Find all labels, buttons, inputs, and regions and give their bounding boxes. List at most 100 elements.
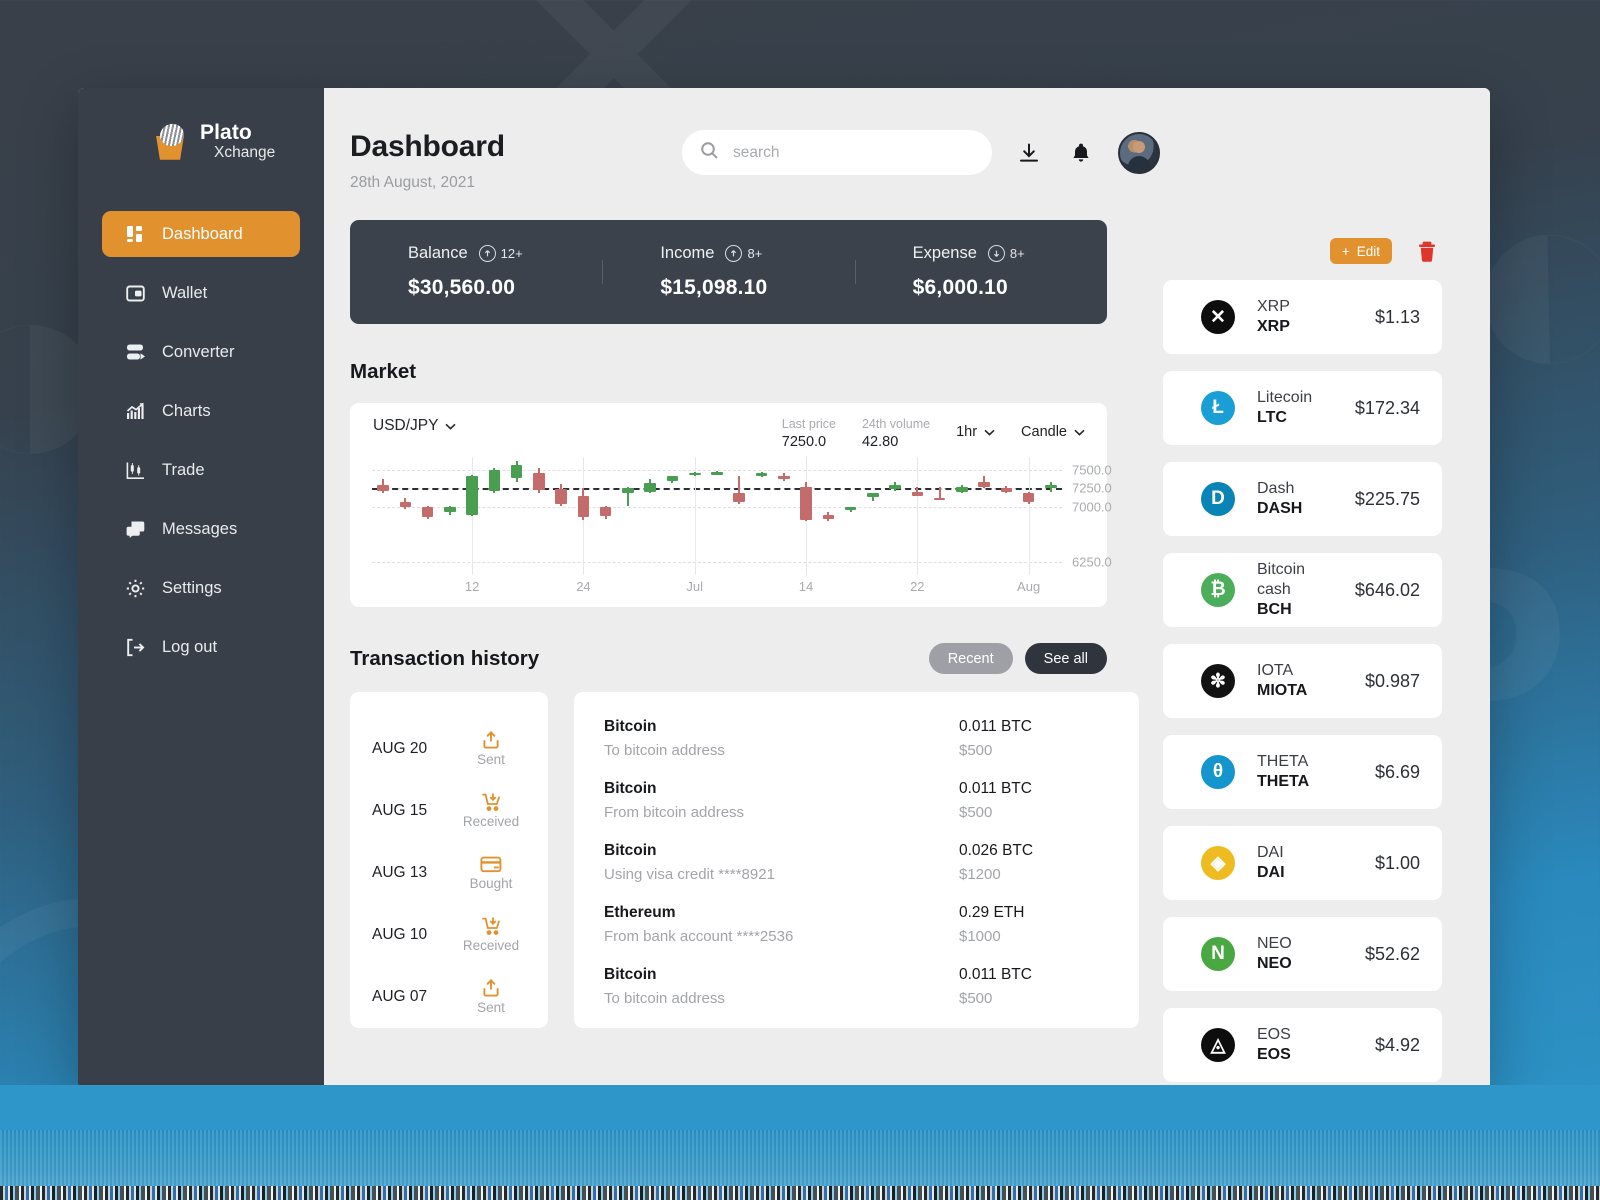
sidebar-item-messages[interactable]: Messages bbox=[102, 506, 300, 552]
watchlist-item[interactable]: ✕ XRP XRP $1.13 bbox=[1163, 280, 1442, 354]
trash-icon[interactable] bbox=[1412, 236, 1442, 266]
currency-pair-selector[interactable]: USD/JPY bbox=[373, 417, 457, 435]
transaction-date-row[interactable]: AUG 20 Sent bbox=[372, 718, 526, 780]
x-axis-tick: 14 bbox=[798, 579, 814, 594]
transaction-amount: 0.011 BTC bbox=[959, 780, 1032, 797]
upload-icon bbox=[456, 977, 526, 999]
brand-name: Plato bbox=[200, 121, 252, 144]
sidebar-item-label: Wallet bbox=[162, 283, 208, 302]
coin-name: NEO bbox=[1257, 935, 1292, 952]
sidebar-item-dashboard[interactable]: Dashboard bbox=[102, 211, 300, 258]
candlestick bbox=[421, 461, 434, 569]
transaction-usd-value: $500 bbox=[959, 742, 993, 759]
transaction-date-row[interactable]: AUG 15 Received bbox=[372, 780, 526, 842]
page-header: Dashboard 28th August, 2021 bbox=[350, 130, 1139, 192]
dash-icon: D bbox=[1201, 482, 1235, 516]
search-icon bbox=[700, 141, 719, 165]
coin-price: $646.02 bbox=[1354, 579, 1420, 600]
sidebar-item-converter[interactable]: Converter bbox=[102, 329, 300, 375]
transaction-description: From bank account ****2536 bbox=[604, 928, 794, 945]
interval-selector[interactable]: 1hr bbox=[956, 417, 995, 440]
transaction-row[interactable]: Bitcoin Using visa credit ****8921 0.026 B… bbox=[604, 842, 1109, 904]
transaction-date-row[interactable]: AUG 10 Received bbox=[372, 904, 526, 966]
bell-icon[interactable] bbox=[1066, 138, 1096, 168]
watchlist-items: ✕ XRP XRP $1.13 Ł Litecoin LTC $172.34 D Dash DASH… bbox=[1163, 280, 1442, 1082]
y-axis-tick: 7500.0 bbox=[1072, 462, 1112, 478]
transaction-history-header: Transaction history Recent See all bbox=[350, 643, 1107, 674]
sidebar-item-label: Dashboard bbox=[162, 224, 243, 243]
sidebar-item-charts[interactable]: Charts bbox=[102, 388, 300, 434]
search-input[interactable] bbox=[733, 143, 974, 162]
app-window: Plato Xchange Dashboard Wallet bbox=[78, 88, 1490, 1089]
candlestick bbox=[510, 461, 523, 569]
watchlist-item[interactable]: ◬ EOS EOS $4.92 bbox=[1163, 1008, 1442, 1082]
cart-down-icon bbox=[456, 791, 526, 813]
sidebar-item-wallet[interactable]: Wallet bbox=[102, 270, 300, 316]
watchlist-item[interactable]: ◈ DAI DAI $1.00 bbox=[1163, 826, 1442, 900]
watchlist-item[interactable]: ₿ Bitcoin cash BCH $646.02 bbox=[1163, 553, 1442, 627]
download-icon[interactable] bbox=[1014, 138, 1044, 168]
chart-type-label: Candle bbox=[1021, 424, 1067, 440]
cart-down-icon bbox=[456, 915, 526, 937]
transaction-row[interactable]: Bitcoin To bitcoin address 0.011 BTC $500 bbox=[604, 718, 1109, 780]
x-axis-tick: 24 bbox=[576, 579, 591, 594]
stat-income: Income 8+ $15,098.10 bbox=[602, 244, 854, 300]
currency-pair-label: USD/JPY bbox=[373, 417, 439, 434]
sidebar-item-logout[interactable]: Log out bbox=[102, 624, 300, 670]
search-box[interactable] bbox=[682, 130, 992, 175]
gear-icon bbox=[124, 577, 146, 599]
candlestick bbox=[688, 461, 701, 569]
stat-expense: Expense 8+ $6,000.10 bbox=[854, 244, 1107, 300]
messages-icon bbox=[124, 518, 146, 540]
main-area: Dashboard 28th August, 2021 Balance 12+ bbox=[324, 88, 1490, 1089]
candlestick bbox=[666, 461, 679, 569]
avatar[interactable] bbox=[1118, 131, 1160, 174]
volume-value: 42.80 bbox=[861, 434, 899, 450]
watchlist-item[interactable]: Ł Litecoin LTC $172.34 bbox=[1163, 371, 1442, 445]
transaction-type: Received bbox=[456, 791, 526, 831]
watchlist-item[interactable]: D Dash DASH $225.75 bbox=[1163, 462, 1442, 536]
coin-name: THETA bbox=[1257, 753, 1309, 770]
candlestick bbox=[711, 461, 723, 569]
candlestick bbox=[777, 461, 790, 569]
edit-button[interactable]: + Edit bbox=[1329, 238, 1392, 264]
desktop-bottom-band bbox=[0, 1085, 1600, 1200]
sidebar-item-settings[interactable]: Settings bbox=[102, 565, 300, 611]
header-actions bbox=[682, 130, 1160, 175]
plus-icon: + bbox=[1341, 243, 1350, 259]
transaction-row[interactable]: Bitcoin From bitcoin address 0.011 BTC $500 bbox=[604, 780, 1109, 842]
transaction-type-label: Received bbox=[462, 938, 520, 953]
transaction-row[interactable]: Ethereum From bank account ****2536 0.29 E… bbox=[604, 904, 1109, 966]
chart-type-selector[interactable]: Candle bbox=[1021, 417, 1085, 440]
transaction-amount: 0.011 BTC bbox=[959, 718, 1032, 735]
brand-subtitle: Xchange bbox=[214, 143, 276, 161]
tab-recent[interactable]: Recent bbox=[928, 643, 1013, 674]
coin-symbol: DASH bbox=[1257, 500, 1303, 517]
watchlist-item[interactable]: N NEO NEO $52.62 bbox=[1163, 917, 1442, 991]
candlestick bbox=[577, 461, 590, 569]
chart-gridline bbox=[372, 506, 1062, 508]
status-badge: 12+ bbox=[478, 245, 523, 262]
sidebar: Plato Xchange Dashboard Wallet bbox=[78, 88, 324, 1089]
transaction-coin: Bitcoin bbox=[604, 780, 657, 797]
stat-value: $15,098.10 bbox=[660, 276, 768, 299]
transaction-type: Sent bbox=[456, 977, 526, 1017]
transaction-date-row[interactable]: AUG 13 Bought bbox=[372, 842, 526, 904]
arrow-down-circle-icon bbox=[987, 245, 1005, 262]
candlestick bbox=[844, 461, 857, 569]
transaction-row[interactable]: Bitcoin To bitcoin address 0.011 BTC $500 bbox=[604, 966, 1109, 1028]
x-axis-tick: 12 bbox=[464, 579, 480, 594]
watchlist-item[interactable]: θ THETA THETA $6.69 bbox=[1163, 735, 1442, 809]
sidebar-item-trade[interactable]: Trade bbox=[102, 447, 300, 493]
transaction-date-row[interactable]: AUG 07 Sent bbox=[372, 966, 526, 1028]
candlestick bbox=[822, 461, 835, 569]
watchlist-item[interactable]: ✼ IOTA MIOTA $0.987 bbox=[1163, 644, 1442, 718]
brand: Plato Xchange bbox=[78, 120, 324, 161]
watchlist-actions: + Edit bbox=[1163, 236, 1442, 266]
tab-see-all[interactable]: See all bbox=[1024, 643, 1107, 674]
upload-icon bbox=[456, 729, 526, 751]
page-title: Dashboard bbox=[350, 130, 505, 163]
transaction-type-label: Bought bbox=[469, 876, 513, 891]
stat-label: Balance bbox=[408, 244, 468, 262]
status-badge: 8+ bbox=[725, 245, 762, 262]
